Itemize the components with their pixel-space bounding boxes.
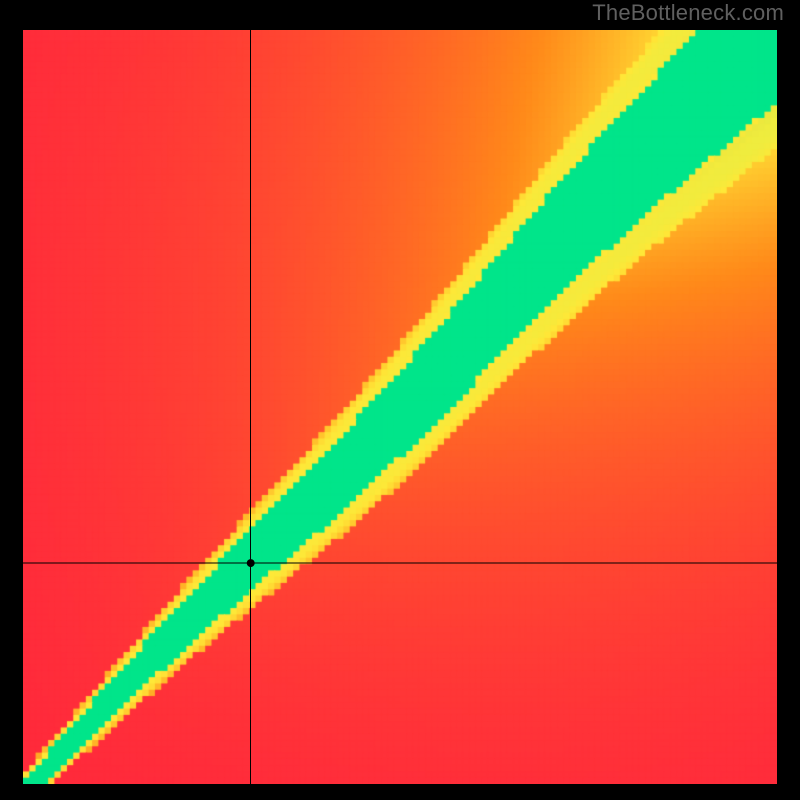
figure-container: TheBottleneck.com	[0, 0, 800, 800]
heatmap-plot	[23, 30, 777, 784]
watermark-text: TheBottleneck.com	[592, 0, 784, 26]
